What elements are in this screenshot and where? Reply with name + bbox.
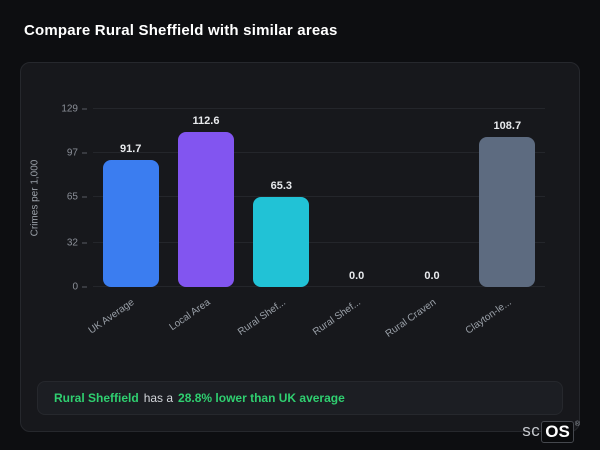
y-tick-label: 65 [67, 192, 87, 203]
bars: 91.7 112.6 65.3 0.0 0.0 108.7 [93, 109, 545, 287]
bar-value-label: 108.7 [493, 120, 522, 133]
bar-value-label: 0.0 [349, 270, 365, 282]
page-title: Compare Rural Sheffield with similar are… [24, 22, 338, 39]
bar-chart: Crimes per 1,000 0 32 65 97 129 91.7 112.6 65.… [30, 104, 545, 345]
bar-rural-shef[interactable] [253, 196, 310, 287]
registered-mark: ® [574, 421, 580, 428]
y-axis-ticks: 0 32 65 97 129 [47, 104, 87, 293]
x-axis-label: UK Average [87, 297, 137, 337]
y-tick-label: 0 [72, 282, 87, 293]
x-label-slot: UK Average [87, 287, 168, 345]
summary-stat-text: 28.8% lower than UK average [178, 391, 345, 405]
bar-slot: 91.7 [93, 109, 168, 287]
bar-value-label: 91.7 [119, 143, 142, 156]
bar-clayton-le[interactable] [479, 137, 536, 287]
bar-value-label: 65.3 [270, 179, 293, 192]
bar-slot: 0.0 [394, 109, 469, 287]
bar-slot: 112.6 [168, 109, 243, 287]
bar-slot: 108.7 [470, 109, 545, 287]
scos-logo: sc OS ® [522, 421, 580, 443]
x-label-slot: Rural Shef... [236, 287, 319, 345]
scos-logo-prefix: sc [522, 421, 541, 440]
gridline [93, 152, 545, 154]
scos-logo-suffix: OS [541, 421, 574, 443]
summary-banner: Rural Sheffield has a 28.8% lower than U… [37, 381, 563, 415]
x-label-slot: Rural Craven [384, 287, 469, 345]
x-axis-label: Rural Shef... [235, 297, 288, 338]
gridline [93, 241, 545, 243]
gridline [93, 196, 545, 198]
x-axis-labels: UK Average Local Area Rural Shef... Rural S… [87, 287, 545, 345]
plot-area: 0 32 65 97 129 91.7 112.6 65.3 0.0 0.0 108.7 [61, 104, 545, 293]
x-axis-label: Rural Shef... [311, 297, 363, 338]
bar-value-label: 0.0 [424, 270, 440, 282]
gridline [93, 108, 545, 109]
bar-local-area[interactable] [177, 131, 234, 287]
gridline [93, 286, 545, 287]
y-tick-label: 32 [67, 237, 87, 248]
bar-uk-average[interactable] [102, 160, 159, 287]
bar-slot: 0.0 [319, 109, 394, 287]
summary-middle-text: has a [143, 391, 174, 405]
y-tick-label: 129 [61, 104, 87, 115]
x-label-slot: Clayton-le... [464, 287, 545, 345]
x-axis-label: Clayton-le... [463, 297, 514, 337]
y-tick-label: 97 [67, 148, 87, 159]
bar-value-label: 112.6 [192, 114, 220, 127]
chart-card: Crimes per 1,000 0 32 65 97 129 91.7 112.6 65.… [20, 62, 580, 432]
x-label-slot: Local Area [167, 287, 243, 345]
y-axis-title: Crimes per 1,000 [29, 159, 41, 237]
x-label-slot: Rural Shef... [311, 287, 394, 345]
bar-slot: 65.3 [244, 109, 319, 287]
x-axis-label: Local Area [167, 297, 213, 334]
summary-area-name: Rural Sheffield [54, 391, 139, 405]
